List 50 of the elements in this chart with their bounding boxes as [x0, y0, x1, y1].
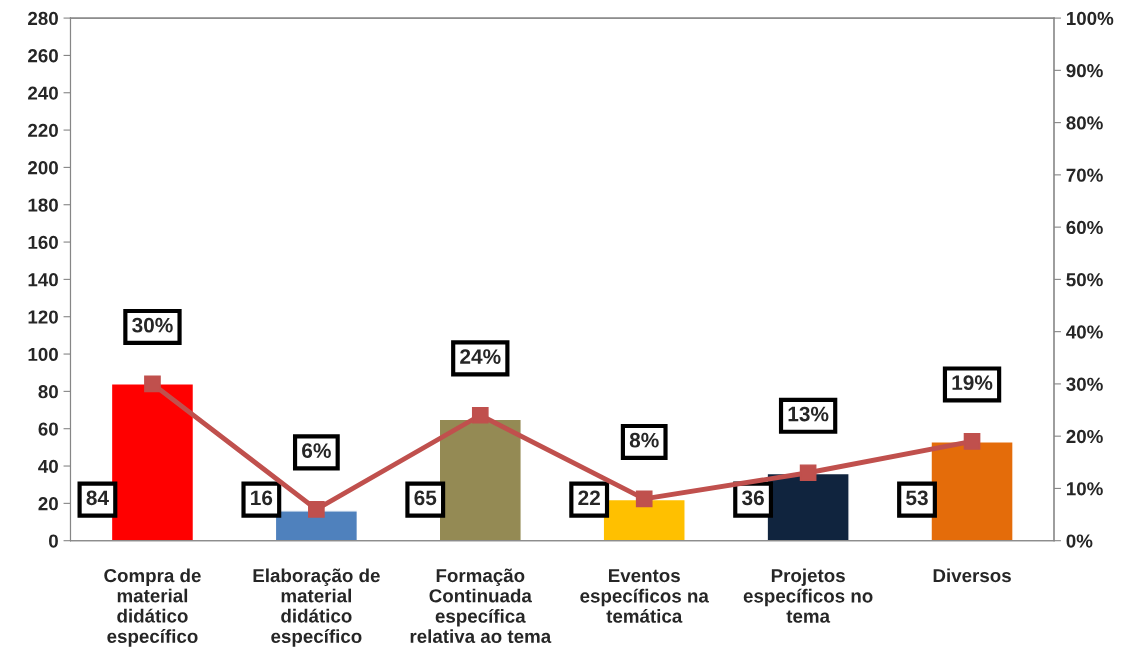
y-tick-label: 280 [28, 11, 58, 26]
data-label: 19% [952, 375, 993, 391]
y-tick-label: 200 [28, 161, 58, 175]
x-tick-label: Formação Continuada específica relativa ao tema [410, 568, 552, 644]
y-tick-label: 120 [28, 310, 58, 324]
y2-tick-label: 80% [1066, 116, 1103, 130]
data-label: 13% [788, 406, 829, 422]
y-tick-label: 60 [38, 422, 58, 436]
y2-tick-label: 60% [1066, 220, 1103, 235]
data-label: 24% [460, 349, 501, 364]
y2-tick-label: 20% [1066, 429, 1103, 444]
x-tick-label: Projetos específicos no tema [743, 568, 873, 623]
data-label: 16 [251, 490, 273, 506]
y2-tick-label: 50% [1066, 273, 1103, 287]
y2-tick-label: 0% [1066, 534, 1093, 548]
y-tick-label: 220 [28, 123, 58, 138]
y2-tick-label: 30% [1066, 377, 1103, 391]
y2-tick-label: 40% [1066, 325, 1103, 339]
data-label: 30% [132, 317, 173, 333]
y-tick-label: 260 [28, 49, 58, 63]
point [799, 464, 817, 482]
y-tick-label: 100 [28, 347, 58, 362]
x-tick-label: Diversos [933, 568, 1011, 583]
y2-tick-label: 10% [1066, 482, 1103, 496]
x-tick-label: Eventos específicos na temática [580, 569, 709, 623]
y-tick-label: 140 [28, 273, 58, 287]
y-tick-label: 80 [38, 385, 58, 399]
y-tick-label: 40 [38, 459, 58, 474]
data-label: 84 [86, 490, 109, 506]
data-label: 6% [302, 443, 331, 458]
point [963, 433, 981, 450]
y2-tick-label: 100% [1066, 11, 1114, 26]
point [144, 375, 161, 393]
y2-tick-label: 70% [1066, 168, 1103, 182]
data-label: 53 [906, 490, 928, 506]
x-tick-label: Compra de material didático específico [104, 568, 201, 647]
data-label: 8% [629, 432, 659, 448]
y-tick-label: 180 [28, 198, 58, 212]
point [471, 406, 489, 424]
y-tick-label: 20 [38, 497, 58, 511]
point [308, 500, 325, 518]
y-tick-label: 0 [49, 534, 58, 548]
y-tick-label: 160 [28, 235, 58, 250]
data-label: 65 [414, 490, 437, 506]
y-tick-label: 240 [28, 86, 58, 100]
data-label: 22 [578, 490, 600, 506]
y2-tick-label: 90% [1066, 64, 1103, 78]
point [635, 490, 653, 508]
x-tick-label: Elaboração de material didático específico [253, 568, 380, 647]
data-label: 36 [741, 490, 764, 506]
